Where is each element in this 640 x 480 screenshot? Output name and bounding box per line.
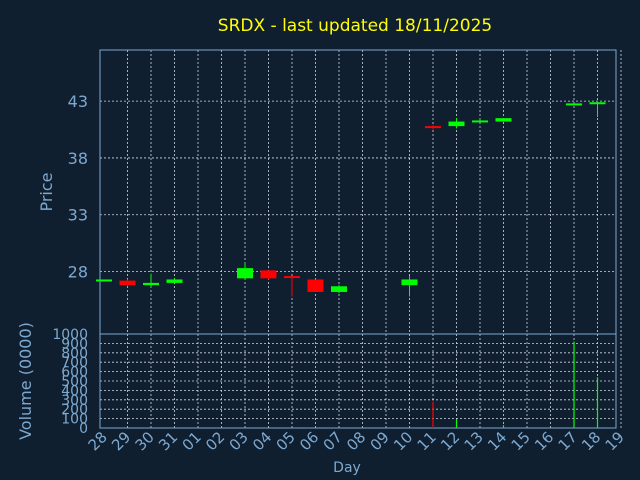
volume-tick-label: 200 (61, 402, 88, 418)
candle-body (284, 276, 300, 279)
candles (96, 102, 606, 297)
candle (472, 119, 488, 123)
price-panel-frame (99, 49, 617, 335)
candle (96, 279, 112, 282)
price-panel: 43 38 33 28 Price (37, 49, 622, 335)
volume-tick-label: 0 (79, 421, 88, 437)
candle-body (472, 120, 488, 123)
x-tick-label: 01 (179, 428, 205, 454)
volume-tick-label: 100 (61, 412, 88, 428)
volume-bar (596, 377, 599, 428)
x-tick-label: 19 (602, 428, 628, 454)
volume-grid (100, 334, 622, 428)
candle-body (166, 279, 183, 283)
x-tick-label: 18 (578, 428, 604, 454)
candle-body (401, 279, 418, 286)
x-tick-label: 06 (296, 428, 322, 454)
price-axis-label: Price (37, 172, 56, 211)
x-tick-label: 17 (555, 428, 581, 454)
volume-axis-label: Volume (0000) (16, 322, 35, 440)
x-tick-label: 12 (437, 428, 463, 454)
candle (589, 102, 606, 118)
x-tick-label: 04 (249, 428, 275, 454)
chart-title: SRDX - last updated 18/11/2025 (218, 16, 492, 36)
candle-body (143, 282, 159, 286)
x-tick-label: 14 (484, 428, 510, 454)
candle-body (237, 268, 253, 279)
volume-bars (432, 341, 599, 428)
volume-tick-label: 800 (61, 346, 88, 362)
x-tick-label: 03 (226, 428, 252, 454)
candle (425, 124, 441, 130)
x-tick-label: 16 (531, 428, 557, 454)
x-tick-label: 29 (108, 428, 134, 454)
x-tick-label: 28 (85, 428, 111, 454)
volume-bar (455, 419, 458, 428)
x-tick-labels: 2829303101020304050607080910111213141516… (85, 428, 628, 454)
volume-bar (573, 341, 575, 428)
candle-body (589, 102, 606, 105)
price-tick-label: 38 (68, 149, 88, 168)
volume-bar (432, 401, 434, 428)
candle (260, 270, 277, 280)
x-tick-label: 30 (132, 428, 158, 454)
x-tick-label: 09 (367, 428, 393, 454)
x-tick-label: 31 (155, 428, 181, 454)
x-tick-label: 08 (343, 428, 369, 454)
candle (331, 285, 347, 294)
candle (566, 103, 582, 106)
x-tick-label: 05 (273, 428, 299, 454)
volume-tick-label: 400 (61, 383, 88, 399)
candle (166, 278, 183, 283)
candle (237, 262, 253, 280)
candle (284, 276, 300, 297)
volume-tick-label: 600 (61, 365, 88, 381)
volume-tick-label: 500 (61, 374, 88, 390)
candle-body (331, 286, 347, 292)
candle-body (260, 270, 277, 279)
x-tick-label: 02 (202, 428, 228, 454)
candle (119, 279, 136, 287)
candle (448, 118, 465, 129)
volume-tick-label: 700 (61, 355, 88, 371)
candle-body (448, 121, 465, 127)
candle (495, 118, 512, 122)
candle-body (566, 103, 582, 106)
price-tick-label: 43 (68, 92, 88, 111)
volume-tick-label: 1000 (52, 327, 88, 343)
volume-bar (502, 425, 505, 428)
price-tick-label: 28 (68, 263, 88, 282)
volume-tick-label: 300 (61, 393, 88, 409)
price-y-ticks: 43 38 33 28 (68, 92, 88, 281)
candle-body (495, 118, 512, 122)
x-tick-label: 10 (390, 428, 416, 454)
volume-panel-frame (99, 333, 617, 429)
price-grid (100, 50, 622, 334)
candle-body (119, 280, 136, 286)
volume-tick-label: 900 (61, 336, 88, 352)
candle-body (425, 126, 441, 129)
x-tick-label: 07 (320, 428, 346, 454)
x-tick-label: 11 (414, 428, 440, 454)
candle-body (96, 279, 112, 282)
x-tick-label: 15 (508, 428, 534, 454)
candle (401, 276, 418, 297)
x-axis-label: Day (333, 460, 361, 476)
candle-body (307, 279, 324, 292)
candle (307, 279, 324, 292)
price-tick-label: 33 (68, 206, 88, 225)
x-tick-label: 13 (461, 428, 487, 454)
candle (143, 273, 159, 288)
